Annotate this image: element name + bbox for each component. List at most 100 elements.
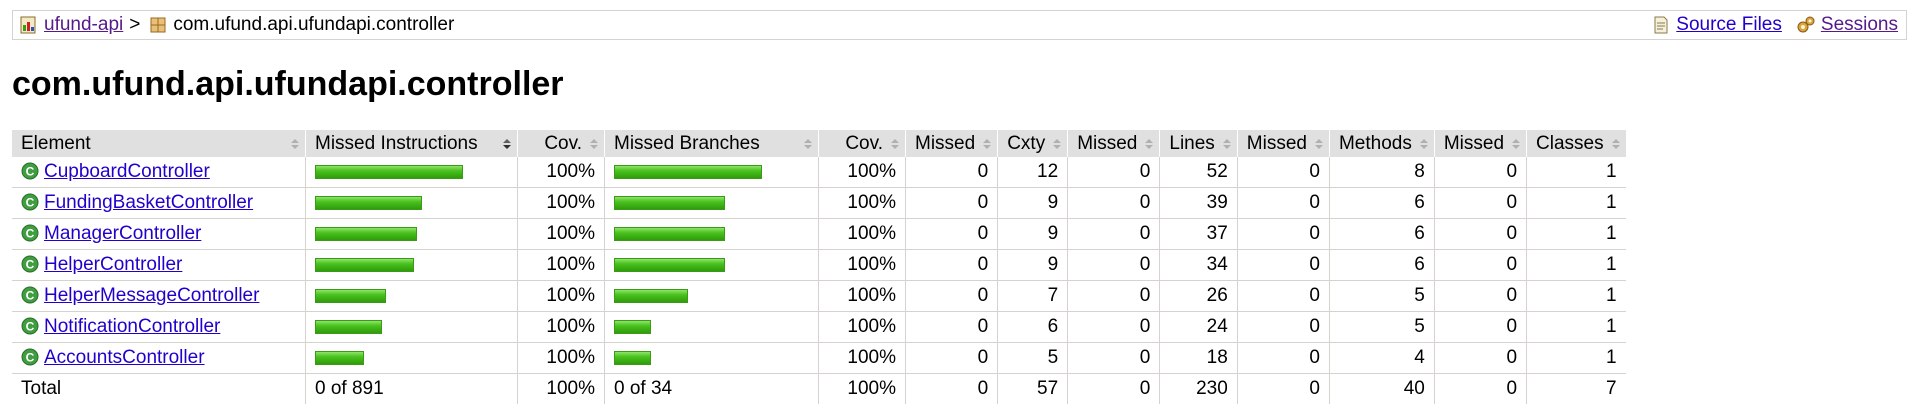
missed-branches-bar-fill — [614, 350, 651, 365]
methods: 8 — [1328, 157, 1435, 188]
svg-text:C: C — [26, 351, 35, 365]
breadcrumb-project-link[interactable]: ufund-api — [44, 14, 124, 35]
missed-lines: 0 — [1067, 311, 1160, 343]
missed-cxty: 0 — [904, 342, 998, 374]
missed-lines: 0 — [1067, 187, 1160, 219]
class-link[interactable]: NotificationController — [44, 316, 221, 337]
svg-text:C: C — [26, 320, 35, 334]
sort-icon — [503, 139, 511, 149]
missed-instructions-bar — [305, 218, 518, 250]
branches-cov: 100% — [818, 311, 906, 343]
missed-instructions-bar — [305, 187, 518, 219]
missed-instructions-bar-fill — [315, 350, 364, 365]
header-missed-lines[interactable]: Missed — [1067, 130, 1160, 157]
instructions-cov: 100% — [517, 187, 605, 219]
missed-classes: 0 — [1433, 187, 1527, 219]
header-classes[interactable]: Classes — [1526, 130, 1626, 157]
missed-methods: 0 — [1236, 249, 1330, 281]
missed-classes: 0 — [1433, 157, 1527, 188]
missed-instructions-bar — [305, 280, 518, 312]
lines: 18 — [1159, 342, 1238, 374]
branches-cov: 100% — [818, 342, 906, 374]
total-missed-classes: 0 — [1433, 373, 1527, 404]
branches-cov: 100% — [818, 218, 906, 250]
missed-cxty: 0 — [904, 157, 998, 188]
header-label: Cxty — [1007, 132, 1046, 154]
sort-icon — [590, 139, 598, 149]
class-link[interactable]: AccountsController — [44, 347, 205, 368]
branches-cov: 100% — [818, 249, 906, 281]
svg-text:C: C — [26, 227, 35, 241]
classes: 1 — [1526, 280, 1626, 312]
header-lines[interactable]: Lines — [1159, 130, 1238, 157]
breadcrumb: ufund-api > com.ufund.api.ufundapi.contr… — [12, 10, 1907, 40]
header-label: Missed — [1443, 132, 1505, 154]
cxty: 5 — [997, 342, 1068, 374]
instructions-cov: 100% — [517, 311, 605, 343]
missed-branches-bar — [604, 249, 819, 281]
missed-methods: 0 — [1236, 218, 1330, 250]
element-cell: C HelperMessageController — [12, 280, 306, 312]
total-methods: 40 — [1328, 373, 1435, 404]
total-cxty: 57 — [997, 373, 1068, 404]
breadcrumb-path: ufund-api > com.ufund.api.ufundapi.contr… — [19, 11, 454, 39]
svg-text:C: C — [26, 196, 35, 210]
missed-branches-bar — [604, 311, 819, 343]
total-missed-lines: 0 — [1067, 373, 1160, 404]
header-element[interactable]: Element — [12, 130, 306, 157]
sort-icon — [291, 139, 299, 149]
total-instructions: 0 of 891 — [305, 373, 518, 404]
missed-instructions-bar-fill — [315, 257, 414, 272]
table-row: C HelperMessageController 100% 100% 0 7 0 26 0 5 0… — [12, 280, 1626, 312]
header-missed-methods[interactable]: Missed — [1236, 130, 1330, 157]
class-link[interactable]: CupboardController — [44, 161, 210, 182]
total-classes: 7 — [1526, 373, 1626, 404]
instructions-cov: 100% — [517, 249, 605, 281]
missed-branches-bar-fill — [614, 257, 725, 272]
branches-cov: 100% — [818, 187, 906, 219]
cxty: 9 — [997, 218, 1068, 250]
session-icon — [1797, 16, 1815, 33]
header-instructions-cov[interactable]: Cov. — [517, 130, 605, 157]
source-file-icon — [1654, 16, 1668, 34]
header-label: Missed Instructions — [315, 132, 478, 154]
table-row: C ManagerController 100% 100% 0 9 0 37 0 6 0 1 — [12, 218, 1626, 250]
table-row: C AccountsController 100% 100% 0 5 0 18 0 4 0 1 — [12, 342, 1626, 374]
header-label: Missed Branches — [614, 132, 760, 154]
sessions-link[interactable]: Sessions — [1820, 14, 1898, 35]
header-label: Cov. — [544, 132, 582, 154]
sort-icon — [1222, 139, 1231, 149]
breadcrumb-current-package: com.ufund.api.ufundapi.controller — [173, 14, 455, 35]
header-missed-classes[interactable]: Missed — [1433, 130, 1527, 157]
coverage-table: Element Missed Instructions Cov. Missed Bra… — [12, 130, 1626, 404]
classes: 1 — [1526, 342, 1626, 374]
missed-classes: 0 — [1433, 280, 1527, 312]
sort-icon — [1145, 139, 1154, 149]
class-link[interactable]: HelperController — [44, 254, 183, 275]
sort-icon — [891, 139, 899, 149]
class-link[interactable]: HelperMessageController — [44, 285, 260, 306]
missed-classes: 0 — [1433, 311, 1527, 343]
total-missed-methods: 0 — [1236, 373, 1330, 404]
missed-branches-bar — [604, 280, 819, 312]
header-cxty[interactable]: Cxty — [997, 130, 1068, 157]
table-body: C CupboardController 100% 100% 0 12 0 52 0 8 0 1 C Fu… — [12, 157, 1626, 404]
instructions-cov: 100% — [517, 157, 605, 188]
class-link[interactable]: ManagerController — [44, 223, 202, 244]
svg-text:C: C — [26, 258, 35, 272]
classes: 1 — [1526, 218, 1626, 250]
class-link[interactable]: FundingBasketController — [44, 192, 254, 213]
header-missed-cxty[interactable]: Missed — [904, 130, 998, 157]
header-branches-cov[interactable]: Cov. — [818, 130, 906, 157]
sort-icon — [1314, 139, 1323, 149]
missed-branches-bar-fill — [614, 195, 725, 210]
header-methods[interactable]: Methods — [1328, 130, 1435, 157]
header-missed-branches[interactable]: Missed Branches — [604, 130, 819, 157]
total-row: Total 0 of 891 100% 0 of 34 100% 0 57 0 230 0 40 0 7 — [12, 373, 1626, 404]
class-icon: C — [21, 348, 39, 366]
source-files-link[interactable]: Source Files — [1676, 14, 1782, 35]
total-label: Total — [21, 378, 62, 399]
missed-lines: 0 — [1067, 342, 1160, 374]
header-missed-instructions[interactable]: Missed Instructions — [305, 130, 518, 157]
sort-icon — [1053, 139, 1062, 149]
